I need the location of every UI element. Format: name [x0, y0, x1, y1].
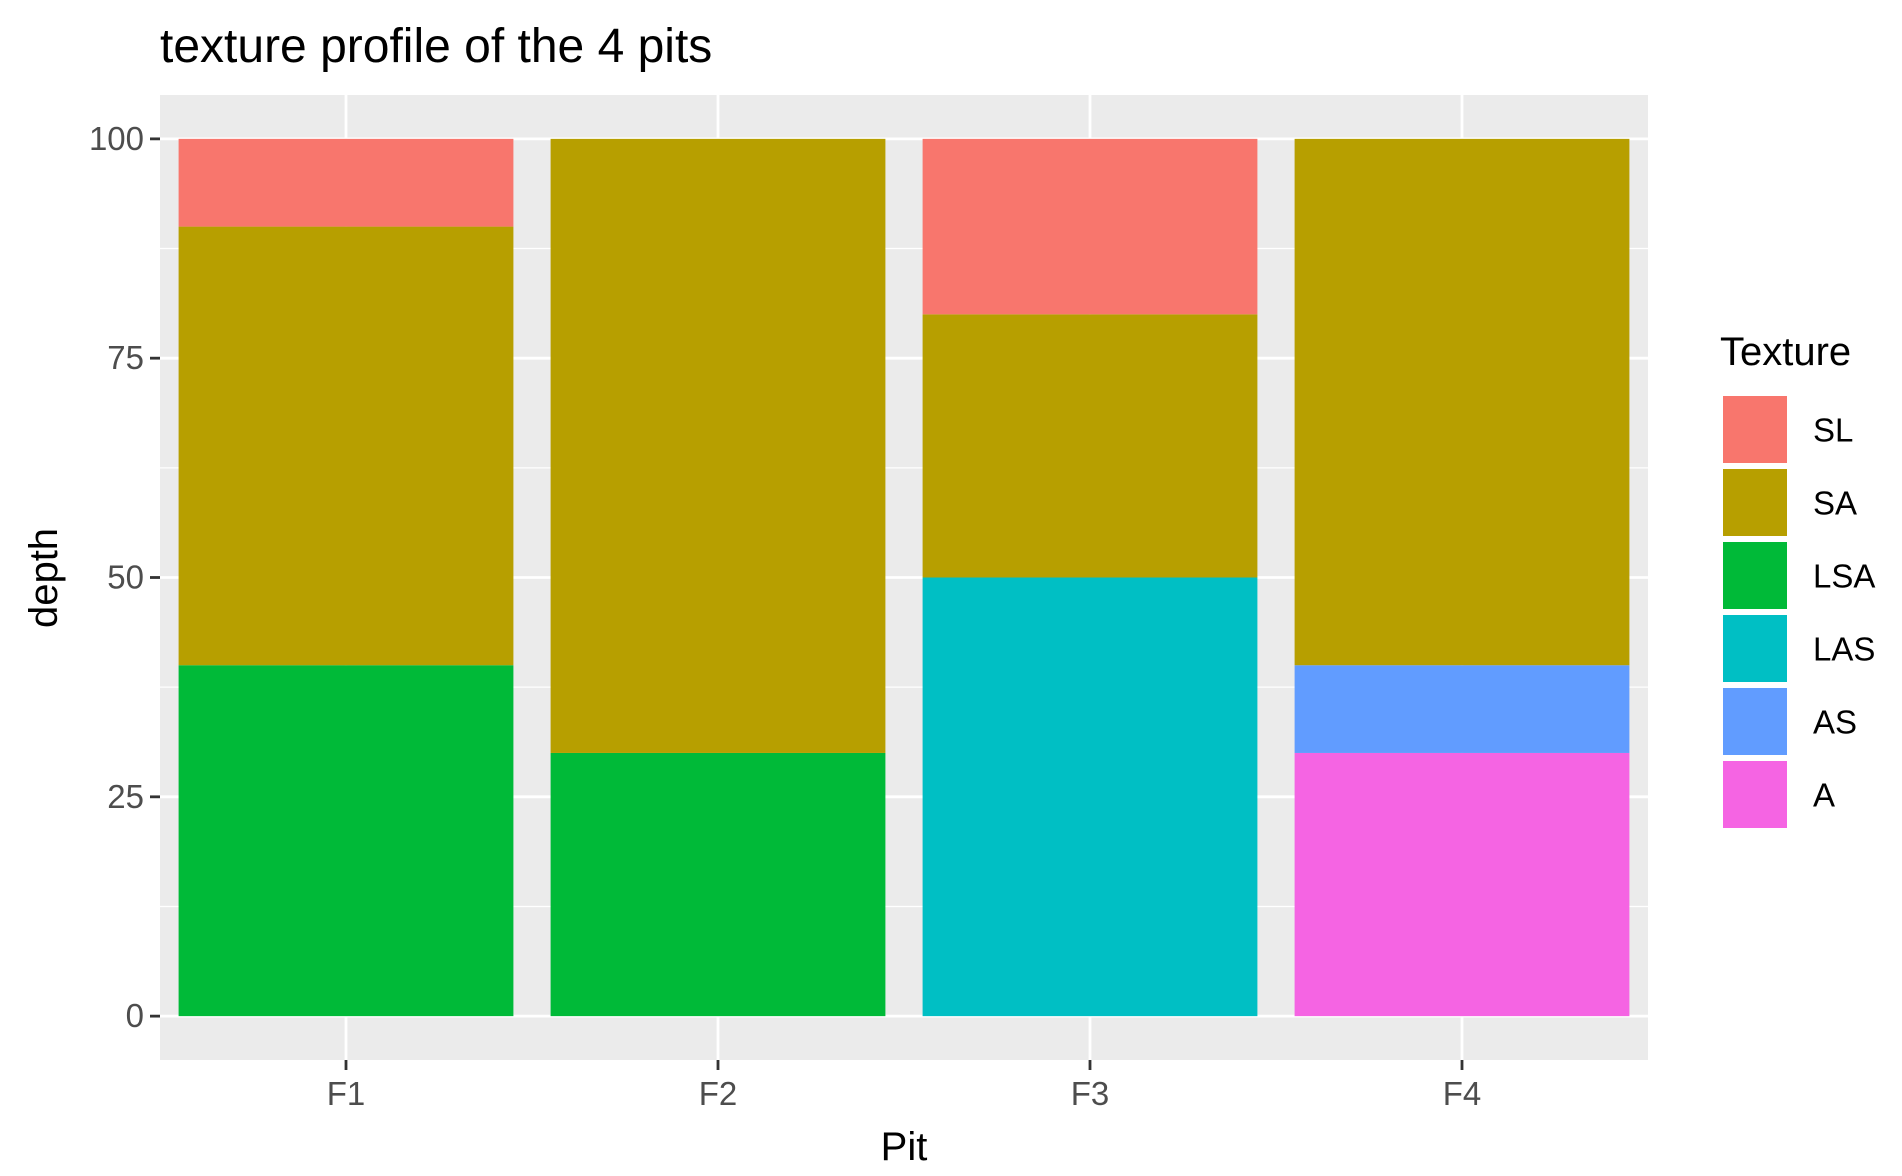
legend: Texture SL SA LSA LAS AS A	[1720, 330, 1875, 830]
bar-F1-SL	[178, 138, 514, 227]
bars	[178, 138, 1630, 1017]
legend-key-SA	[1721, 467, 1789, 538]
y-tick-label: 100	[89, 120, 144, 157]
y-axis-title: depth	[22, 528, 66, 628]
legend-label-A: A	[1813, 777, 1835, 814]
x-tick-label: F4	[1443, 1075, 1482, 1112]
x-axis-title: Pit	[881, 1125, 928, 1169]
bar-F2-SA	[550, 138, 886, 753]
legend-label-LSA: LSA	[1813, 558, 1875, 595]
legend-label-SA: SA	[1813, 485, 1857, 522]
bar-F1-LSA	[178, 665, 514, 1017]
legend-label-AS: AS	[1813, 704, 1857, 741]
legend-key-A	[1721, 759, 1789, 830]
y-tick-label: 25	[107, 778, 144, 815]
bar-F2-LSA	[550, 752, 886, 1017]
legend-key-LSA	[1721, 540, 1789, 611]
bar-F1-SA	[178, 226, 514, 666]
x-tick-label: F2	[699, 1075, 738, 1112]
bar-F4-AS	[1294, 665, 1630, 753]
y-axis: 0 25 50 75 100	[89, 120, 160, 1034]
legend-key-AS	[1721, 686, 1789, 757]
legend-title: Texture	[1720, 330, 1851, 374]
x-tick-label: F3	[1071, 1075, 1110, 1112]
bar-F3-SL	[922, 138, 1258, 315]
legend-label-SL: SL	[1813, 412, 1853, 449]
legend-key-SL	[1721, 394, 1789, 465]
x-tick-label: F1	[327, 1075, 366, 1112]
y-tick-label: 75	[107, 339, 144, 376]
y-tick-label: 0	[126, 997, 144, 1034]
chart-title: texture profile of the 4 pits	[160, 20, 712, 73]
bar-F3-SA	[922, 314, 1258, 578]
legend-label-LAS: LAS	[1813, 631, 1875, 668]
bar-F3-LAS	[922, 577, 1258, 1017]
bar-F4-A	[1294, 752, 1630, 1017]
legend-key-LAS	[1721, 613, 1789, 684]
y-tick-label: 50	[107, 559, 144, 596]
x-axis: F1 F2 F3 F4	[327, 1060, 1482, 1112]
bar-F4-SA	[1294, 138, 1630, 666]
